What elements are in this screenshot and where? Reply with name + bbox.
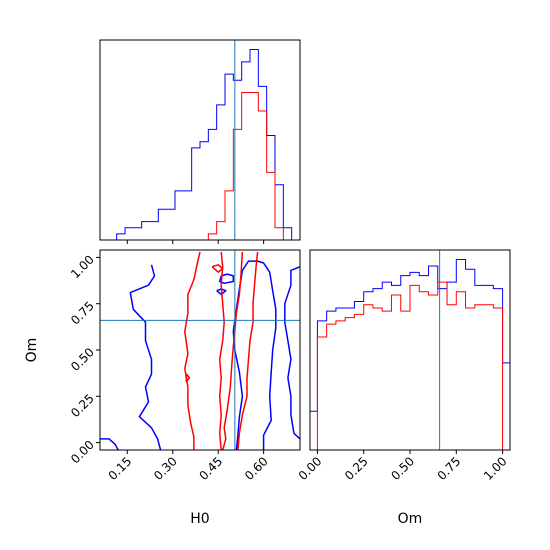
om-hist-axis-label: Om bbox=[398, 511, 423, 527]
contour-xtick-label: 0.45 bbox=[197, 454, 226, 483]
contour-1 bbox=[100, 438, 119, 450]
om-hist-xtick-label: 0.00 bbox=[296, 454, 325, 483]
contour-4 bbox=[232, 260, 277, 450]
contour-ytick-label: 0.00 bbox=[68, 438, 97, 467]
contour-lines bbox=[100, 251, 300, 450]
h0-hist-series-0-step bbox=[100, 49, 300, 241]
om-hist-xtick-label: 0.25 bbox=[342, 454, 371, 483]
h0-axis-label: H0 bbox=[190, 511, 209, 527]
contour-5 bbox=[284, 266, 300, 440]
contour-xtick-label: 0.15 bbox=[106, 454, 135, 483]
om-marginal-panel: 0.00 0.25 0.50 0.75 1.00 Om bbox=[296, 249, 511, 527]
contour-ytick-label: 0.25 bbox=[68, 391, 97, 420]
h0-marginal-panel bbox=[99, 39, 301, 244]
om-hist-xtick-label: 0.50 bbox=[388, 454, 417, 483]
om-hist-xtick-label: 1.00 bbox=[481, 454, 510, 483]
contour-2 bbox=[216, 288, 227, 296]
om-axis-label: Om bbox=[24, 338, 40, 363]
h0-hist-frame bbox=[99, 39, 301, 241]
om-hist-series-0-step bbox=[310, 259, 510, 412]
contour-xtick-label: 0.60 bbox=[242, 454, 271, 483]
contour-7 bbox=[185, 373, 191, 383]
om-hist-series-1-step bbox=[310, 281, 510, 451]
contour-0 bbox=[129, 264, 162, 450]
contour-ytick-label: 0.75 bbox=[68, 299, 97, 328]
contour-ytick-label: 1.00 bbox=[68, 252, 97, 281]
contour-10 bbox=[221, 251, 244, 450]
contour-3 bbox=[218, 273, 235, 285]
contour-6 bbox=[184, 251, 201, 450]
om-hist-xtick-label: 0.75 bbox=[435, 454, 464, 483]
contour-8 bbox=[211, 264, 224, 273]
contour-9 bbox=[218, 251, 225, 450]
h0-om-contour-panel: 0.15 0.30 0.45 0.60 0.00 0.25 0.50 0.75 1.00 H0 Om bbox=[24, 249, 301, 527]
om-hist-frame bbox=[309, 249, 511, 451]
contour-frame bbox=[99, 249, 301, 451]
contour-ytick-label: 0.50 bbox=[68, 345, 97, 374]
h0-hist-series-1-step bbox=[100, 92, 300, 241]
contour-11 bbox=[237, 251, 259, 450]
contour-xtick-label: 0.30 bbox=[151, 454, 180, 483]
